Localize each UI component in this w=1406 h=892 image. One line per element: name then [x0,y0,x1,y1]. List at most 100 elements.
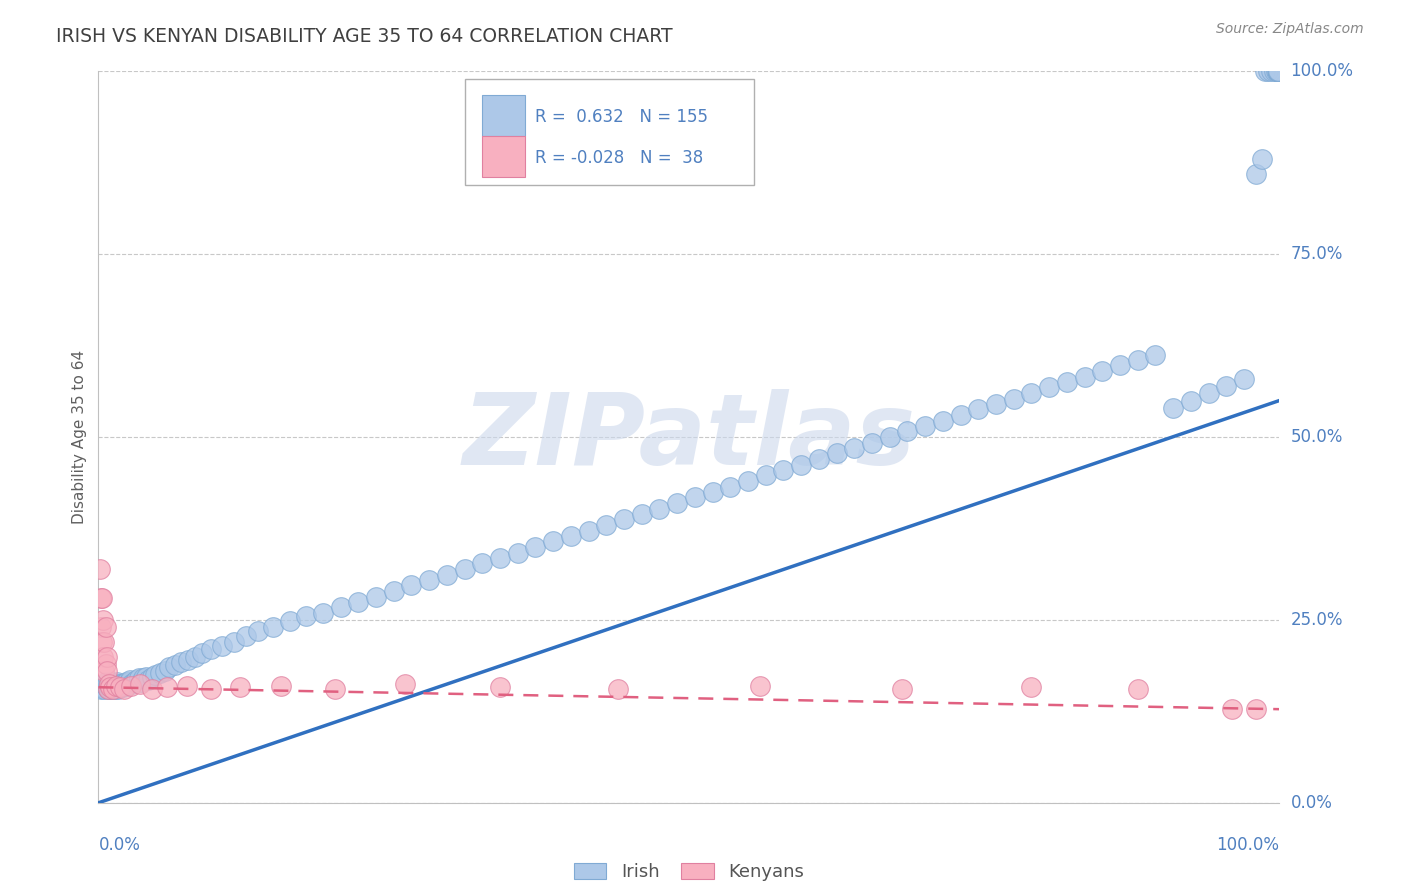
Point [932,414,955,428]
Point [114,675,136,690]
Point [1267,64,1289,78]
Point [96,677,118,691]
Point [111,679,134,693]
Point [541,533,564,548]
Point [613,512,636,526]
Point [128,672,150,686]
Text: Source: ZipAtlas.com: Source: ZipAtlas.com [1216,22,1364,37]
Point [394,677,416,691]
Point [94,679,117,693]
Point [112,677,135,691]
Point [1220,702,1243,716]
Point [93,677,115,691]
Text: 75.0%: 75.0% [1291,245,1343,263]
Point [94,620,117,634]
Point [772,463,794,477]
Point [97,679,120,693]
Point [105,677,128,691]
Point [1144,348,1167,362]
Point [1002,392,1025,406]
Point [121,677,143,691]
Point [136,673,159,687]
Text: 50.0%: 50.0% [1291,428,1343,446]
Point [524,540,547,554]
Point [1267,64,1289,78]
Point [105,679,128,693]
Point [844,441,866,455]
Point [98,677,121,691]
Point [141,670,163,684]
Point [153,664,176,678]
Point [436,567,458,582]
Point [278,615,301,629]
Point [235,629,257,643]
Point [1267,64,1289,78]
Point [825,446,848,460]
Point [755,468,778,483]
Text: R = -0.028   N =  38: R = -0.028 N = 38 [536,149,703,168]
Point [1267,64,1289,78]
Point [382,583,405,598]
Point [184,649,207,664]
Point [246,624,269,638]
Point [329,599,352,614]
Point [1264,64,1286,78]
Point [1267,64,1289,78]
Point [110,680,132,694]
Point [128,677,150,691]
Point [1215,379,1237,393]
Point [1244,702,1267,716]
Point [90,682,112,697]
Point [93,682,115,697]
Point [607,682,630,697]
Point [323,682,346,697]
Point [105,679,128,693]
Point [121,679,143,693]
Point [560,529,582,543]
Point [1267,64,1289,78]
Point [1267,64,1289,78]
Point [1021,386,1043,401]
Point [125,673,148,687]
Point [120,673,142,687]
Point [1265,64,1288,78]
Point [117,677,139,691]
Point [91,649,114,664]
Point [177,653,200,667]
Point [157,660,180,674]
Point [91,635,114,649]
Point [200,682,222,697]
Point [110,677,132,691]
Point [489,680,512,694]
Text: 0.0%: 0.0% [1291,794,1333,812]
Point [1126,353,1149,368]
Text: 0.0%: 0.0% [98,836,141,854]
Point [967,402,990,417]
Point [1267,64,1289,78]
Point [1267,64,1289,78]
Text: 100.0%: 100.0% [1216,836,1279,854]
Point [1263,64,1285,78]
Point [1267,64,1289,78]
Point [364,590,387,604]
Point [312,606,335,620]
Point [1244,167,1267,181]
Point [96,680,118,694]
Point [94,657,117,671]
Point [104,680,127,694]
Point [1109,359,1132,373]
Point [578,524,600,538]
Point [489,550,512,565]
Point [1267,64,1289,78]
Point [347,594,370,608]
Y-axis label: Disability Age 35 to 64: Disability Age 35 to 64 [72,350,87,524]
Point [141,682,163,697]
Point [683,490,706,504]
Point [101,682,124,697]
Point [1038,380,1060,394]
Point [262,620,284,634]
Point [165,658,187,673]
Point [91,591,114,605]
Legend: Irish, Kenyans: Irish, Kenyans [567,855,811,888]
Point [108,680,131,694]
